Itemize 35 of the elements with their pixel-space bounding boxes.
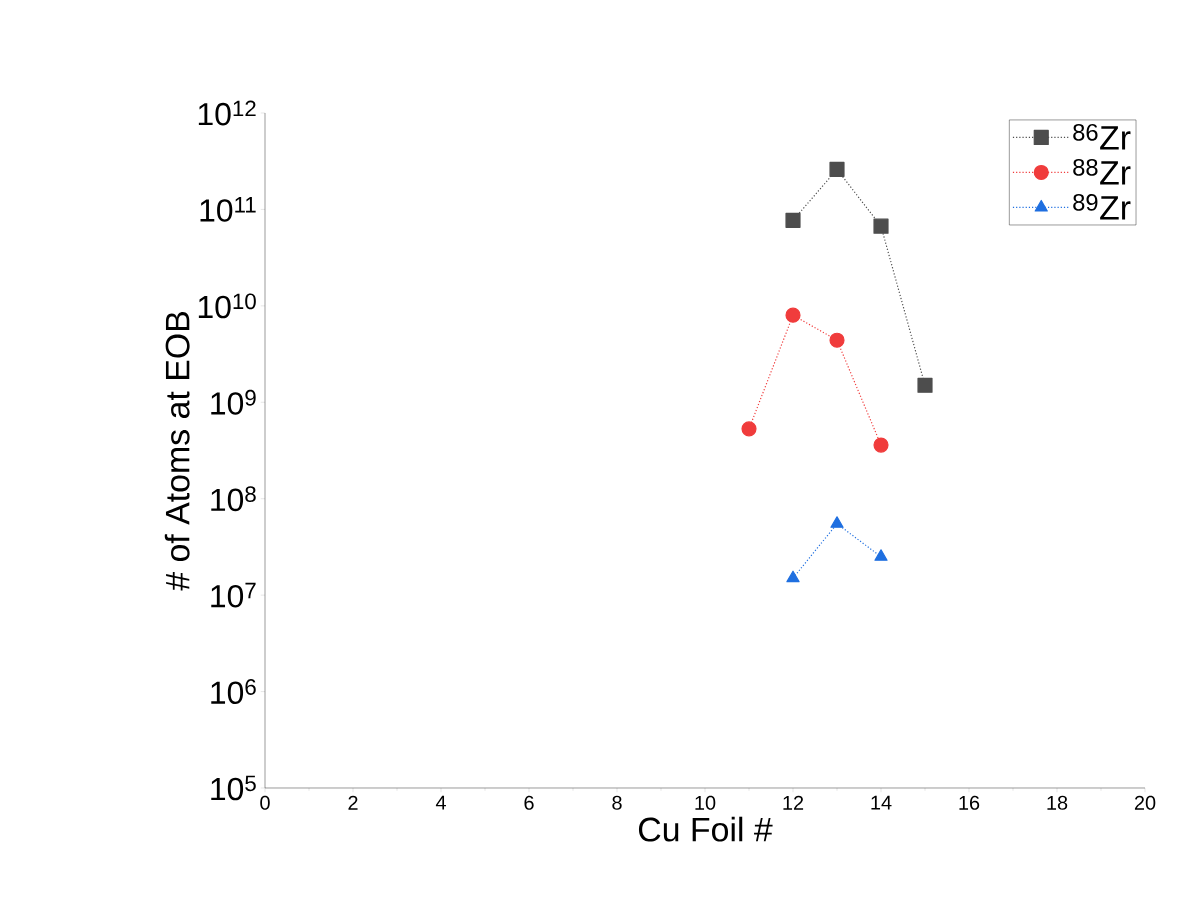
- x-tick-label: 16: [959, 795, 980, 810]
- y-tick-label: 10$^{11}$: [200, 197, 256, 222]
- point: [873, 437, 889, 453]
- point: [741, 421, 757, 437]
- y-axis-title: # of Atoms at EOB: [164, 312, 190, 591]
- point: [829, 332, 845, 348]
- point: [830, 516, 844, 528]
- x-tick-label: 10: [695, 795, 716, 810]
- y-tick-label: 10$^{10}$: [198, 293, 256, 319]
- point: [829, 161, 845, 177]
- legend-label: $^{88}$Zr: [1073, 158, 1131, 185]
- point: [786, 570, 800, 583]
- y-tick-label: 10$^{8}$: [211, 486, 256, 512]
- point: [874, 549, 888, 561]
- y-tick-label: 10$^{9}$: [211, 389, 256, 415]
- x-tick-label: 8: [612, 795, 622, 810]
- x-tick-label: 14: [871, 795, 892, 810]
- x-axis-title: Cu Foil #: [638, 816, 773, 842]
- point: [917, 377, 933, 393]
- x-tick-label: 2: [348, 795, 358, 810]
- y-tick-label: 10$^{12}$: [198, 100, 256, 126]
- x-tick-label: 6: [524, 795, 534, 810]
- x-tick-label: 12: [783, 795, 804, 810]
- x-tick-label: 20: [1134, 795, 1156, 810]
- x-tick-label: 0: [260, 795, 270, 810]
- legend-label: $^{89}$Zr: [1073, 193, 1131, 220]
- y-tick-label: 10$^{7}$: [211, 582, 256, 608]
- x-tick-label: 4: [435, 795, 446, 810]
- legend-label: $^{86}$Zr: [1073, 123, 1131, 150]
- x-tick-label: 18: [1047, 795, 1068, 810]
- point: [873, 218, 889, 234]
- point: [785, 212, 801, 228]
- y-tick-label: 10$^{6}$: [211, 679, 256, 705]
- y-tick-label: 10$^{5}$: [211, 775, 256, 801]
- point: [785, 307, 801, 323]
